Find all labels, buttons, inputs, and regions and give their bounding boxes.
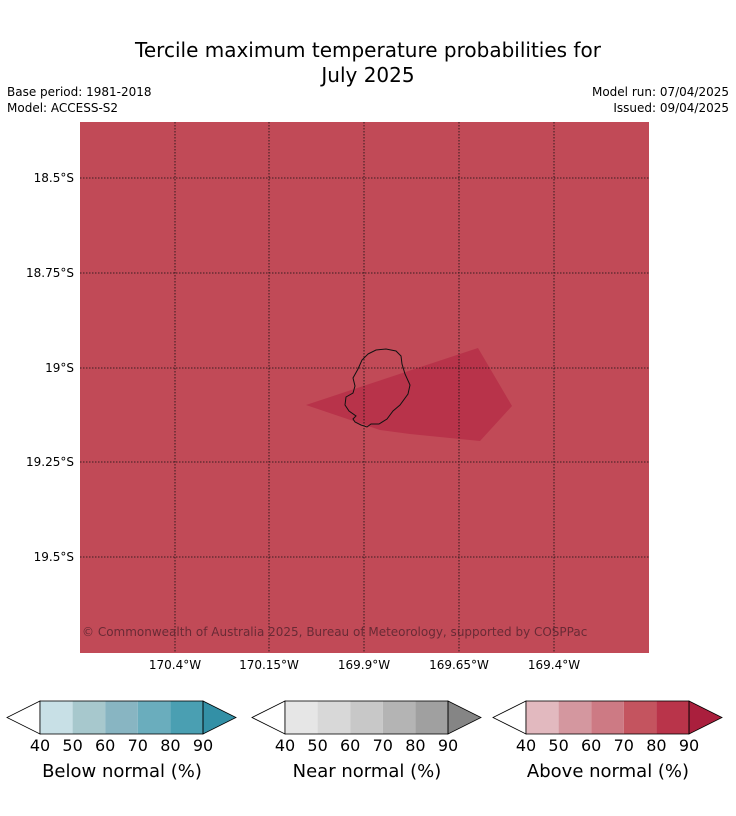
colorbar-tick: 90 [678, 736, 700, 755]
lat-label: 18.5°S [33, 171, 74, 185]
lat-label: 19.5°S [33, 550, 74, 564]
model-run: Model run: 07/04/2025 [591, 85, 729, 99]
colorbar-segment [623, 701, 657, 734]
colorbar-tick: 40 [274, 736, 296, 755]
colorbar-tick: 80 [405, 736, 426, 755]
colorbar-segment [285, 701, 318, 734]
lat-label: 18.75°S [26, 266, 74, 280]
colorbar-segment [415, 701, 448, 734]
colorbar-tick: 60 [581, 736, 602, 755]
colorbar-arrow-high [688, 700, 723, 735]
colorbar-segment [170, 701, 203, 734]
legend-title: Above normal (%) [526, 761, 690, 782]
colorbar-tick: 50 [307, 736, 328, 755]
colorbar-tick: 80 [160, 736, 181, 755]
colorbar-tick: 80 [646, 736, 667, 755]
issued-date: Issued: 09/04/2025 [613, 101, 729, 115]
lon-label: 169.4°W [527, 658, 581, 672]
colorbar-frame [39, 700, 204, 735]
colorbar-segment [105, 701, 138, 734]
title-line-2: July 2025 [321, 63, 415, 87]
colorbar-below-normal [6, 700, 237, 735]
probability-patch [306, 348, 512, 441]
map-area: © Commonwealth of Australia 2025, Bureau… [80, 122, 649, 653]
gridlines [80, 122, 649, 653]
map-canvas [80, 122, 649, 653]
colorbar-arrow-low [6, 700, 41, 735]
colorbar-frame [525, 700, 690, 735]
lon-label: 170.15°W [239, 658, 299, 672]
colorbar-segment [137, 701, 171, 734]
lon-label: 169.65°W [429, 658, 489, 672]
model-name: Model: ACCESS-S2 [7, 101, 119, 115]
colorbar-tick: 40 [515, 736, 537, 755]
colorbar-arrow-high [202, 700, 237, 735]
colorbar-segment [317, 701, 351, 734]
title-line-1: Tercile maximum temperature probabilitie… [135, 38, 601, 62]
colorbar-segment [382, 701, 416, 734]
colorbar-segment [72, 701, 106, 734]
colorbar-arrow-low [251, 700, 286, 735]
lon-label: 169.9°W [337, 658, 391, 672]
base-period: Base period: 1981-2018 [7, 85, 152, 99]
colorbar-tick: 60 [340, 736, 361, 755]
colorbar-segment [558, 701, 592, 734]
lat-label: 19°S [45, 361, 74, 375]
colorbar-near-normal [251, 700, 482, 735]
colorbar-tick: 70 [127, 736, 148, 755]
colorbar-tick: 40 [29, 736, 51, 755]
colorbar-arrow-low [492, 700, 527, 735]
lat-label: 19.25°S [26, 455, 74, 469]
colorbar-segment [40, 701, 73, 734]
colorbar-tick: 60 [95, 736, 116, 755]
meta-left: Base period: 1981-2018 Model: ACCESS-S2 [7, 84, 152, 116]
colorbar-frame [284, 700, 449, 735]
legend-title: Below normal (%) [42, 761, 202, 782]
colorbar-above-normal [492, 700, 723, 735]
colorbar-tick: 70 [613, 736, 634, 755]
colorbar-tick: 50 [548, 736, 569, 755]
colorbar-tick: 90 [437, 736, 459, 755]
lon-label: 170.4°W [148, 658, 202, 672]
meta-right: Model run: 07/04/2025 Issued: 09/04/2025 [592, 84, 729, 116]
colorbar-segment [656, 701, 689, 734]
colorbar-tick: 50 [62, 736, 83, 755]
copyright-notice: © Commonwealth of Australia 2025, Bureau… [82, 625, 588, 639]
colorbar-segment [591, 701, 624, 734]
chart-title: Tercile maximum temperature probabilitie… [0, 38, 736, 88]
colorbar-segment [526, 701, 559, 734]
colorbar-tick: 70 [372, 736, 393, 755]
colorbar-arrow-high [447, 700, 482, 735]
legend-title: Near normal (%) [292, 761, 442, 782]
colorbar-tick: 90 [192, 736, 214, 755]
island-outline [344, 348, 411, 428]
colorbar-segment [350, 701, 383, 734]
